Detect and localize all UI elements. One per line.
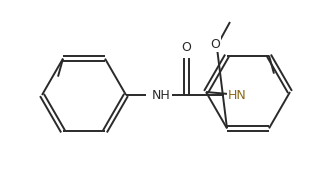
Text: O: O (210, 37, 220, 50)
Text: HN: HN (228, 88, 247, 101)
Text: O: O (181, 41, 191, 54)
Text: NH: NH (152, 88, 171, 101)
